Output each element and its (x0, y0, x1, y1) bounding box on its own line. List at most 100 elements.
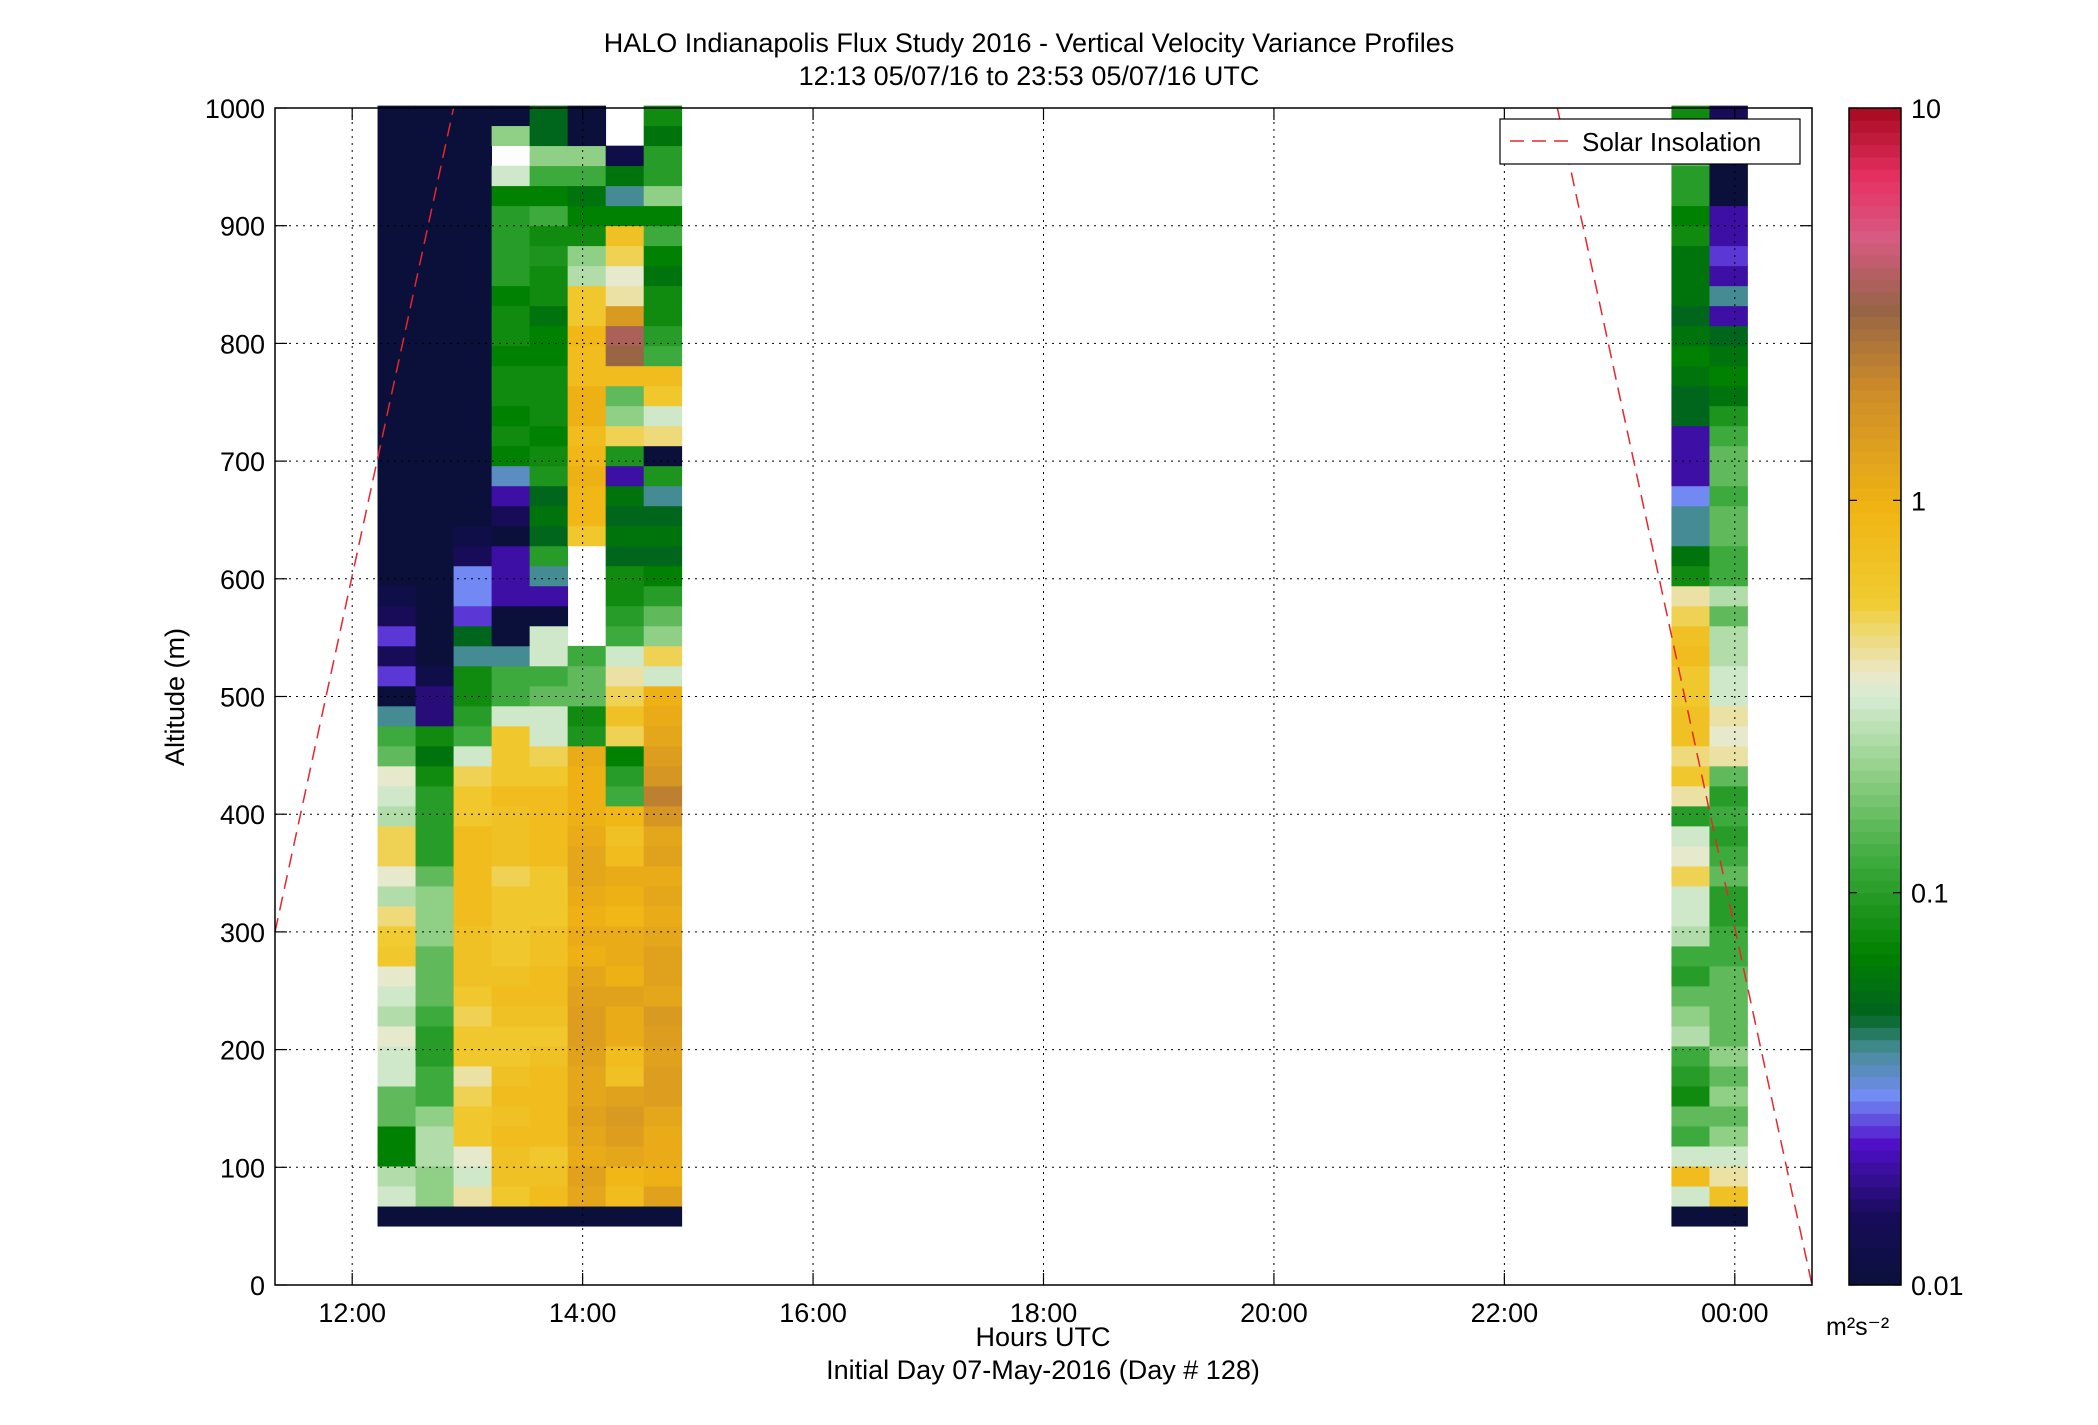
heatmap-cell (415, 946, 454, 967)
heatmap-cell (453, 565, 493, 587)
heatmap-cell (453, 845, 493, 867)
heatmap-cell (491, 285, 531, 307)
heatmap-cell (453, 625, 493, 647)
heatmap-cell (605, 825, 645, 847)
heatmap-cell (605, 245, 645, 267)
heatmap-cell (567, 405, 607, 427)
y-tick-label: 200 (220, 1036, 265, 1066)
heatmap-cell (567, 845, 607, 867)
heatmap-cell (567, 705, 607, 727)
heatmap-cell (377, 465, 416, 487)
heatmap-cell (1671, 1026, 1710, 1047)
heatmap-cell (605, 966, 645, 987)
heatmap-cell (567, 986, 607, 1007)
grid-lines (275, 107, 1812, 1286)
y-tick-label: 1000 (205, 94, 265, 124)
colorbar-band (1849, 500, 1901, 514)
heatmap-cell (605, 225, 645, 247)
heatmap-cell (1671, 1006, 1710, 1027)
heatmap-cell (1709, 926, 1748, 947)
heatmap-cell (567, 1166, 607, 1187)
heatmap-cell (643, 125, 683, 147)
heatmap-cell (567, 725, 607, 747)
colorbar-band (1849, 990, 1901, 1004)
colorbar-band (1849, 206, 1901, 219)
colorbar-band (1849, 537, 1901, 550)
heatmap-cell (529, 145, 569, 167)
colorbar-band (1849, 463, 1901, 477)
colorbar (1849, 108, 1901, 1286)
heatmap-cell (377, 525, 416, 547)
heatmap-cell (529, 1206, 569, 1227)
colorbar-band (1849, 1015, 1901, 1029)
heatmap-cell (491, 485, 531, 507)
colorbar-band (1849, 291, 1901, 305)
heatmap-cell (377, 665, 416, 687)
heatmap-cell (643, 445, 683, 467)
heatmap-cell (529, 285, 569, 307)
heatmap-cell (605, 145, 645, 167)
heatmap-cell (491, 345, 531, 367)
heatmap-cell (643, 1146, 683, 1167)
heatmap-cell (1709, 1206, 1748, 1227)
heatmap-cell (415, 585, 454, 607)
heatmap-cell (567, 885, 607, 907)
colorbar-band (1849, 953, 1901, 967)
heatmap-cell (1671, 165, 1710, 187)
heatmap-cell (1709, 625, 1748, 647)
heatmap-cell (491, 185, 531, 207)
heatmap-cell (1709, 385, 1748, 407)
heatmap-cell (377, 425, 416, 447)
heatmap-cell (1709, 1166, 1748, 1187)
heatmap-cell (491, 1166, 531, 1187)
heatmap-cell (377, 765, 416, 787)
heatmap-cell (643, 205, 683, 227)
heatmap-cell (1671, 966, 1710, 987)
y-tick-label: 500 (220, 683, 265, 713)
heatmap-cell (529, 966, 569, 987)
heatmap-cell (453, 906, 493, 927)
heatmap-cell (415, 1166, 454, 1187)
heatmap-cell (1709, 505, 1748, 527)
heatmap-cell (529, 625, 569, 647)
heatmap-cell (1709, 165, 1748, 187)
heatmap-cell (567, 245, 607, 267)
legend-box (1499, 118, 1801, 165)
colorbar-band (1849, 880, 1901, 894)
heatmap-cell (453, 805, 493, 827)
heatmap-cell (415, 845, 454, 867)
heatmap-cell (453, 765, 493, 787)
heatmap-cell (377, 1146, 416, 1167)
heatmap-cell (1709, 745, 1748, 767)
heatmap-cell (377, 625, 416, 647)
heatmap-cell (643, 245, 683, 267)
heatmap-cell (491, 1126, 531, 1147)
heatmap-cell (529, 525, 569, 547)
heatmap-cell (415, 125, 454, 147)
heatmap-cell (643, 345, 683, 367)
heatmap-cell (453, 345, 493, 367)
heatmap-cell (491, 325, 531, 347)
heatmap-cell (529, 1126, 569, 1147)
heatmap-cell (605, 986, 645, 1007)
heatmap-cell (1709, 685, 1748, 707)
heatmap-cell (605, 1066, 645, 1087)
heatmap-cell (605, 385, 645, 407)
heatmap-cell (453, 745, 493, 767)
heatmap-cell (415, 605, 454, 627)
heatmap-cell (1671, 265, 1710, 287)
heatmap-cell (605, 325, 645, 347)
colorbar-band (1849, 843, 1901, 857)
heatmap-cell (377, 725, 416, 747)
heatmap-cell (643, 865, 683, 887)
heatmap-cell (567, 165, 607, 187)
x-tick-label: 20:00 (1240, 1298, 1308, 1328)
heatmap-cell (605, 525, 645, 547)
heatmap-cell (1709, 785, 1748, 807)
heatmap-cell (415, 1046, 454, 1067)
heatmap-cell (1709, 285, 1748, 307)
colorbar-tick-label: 0.01 (1911, 1271, 1964, 1301)
colorbar-band (1849, 671, 1901, 685)
heatmap-cell (415, 1126, 454, 1147)
